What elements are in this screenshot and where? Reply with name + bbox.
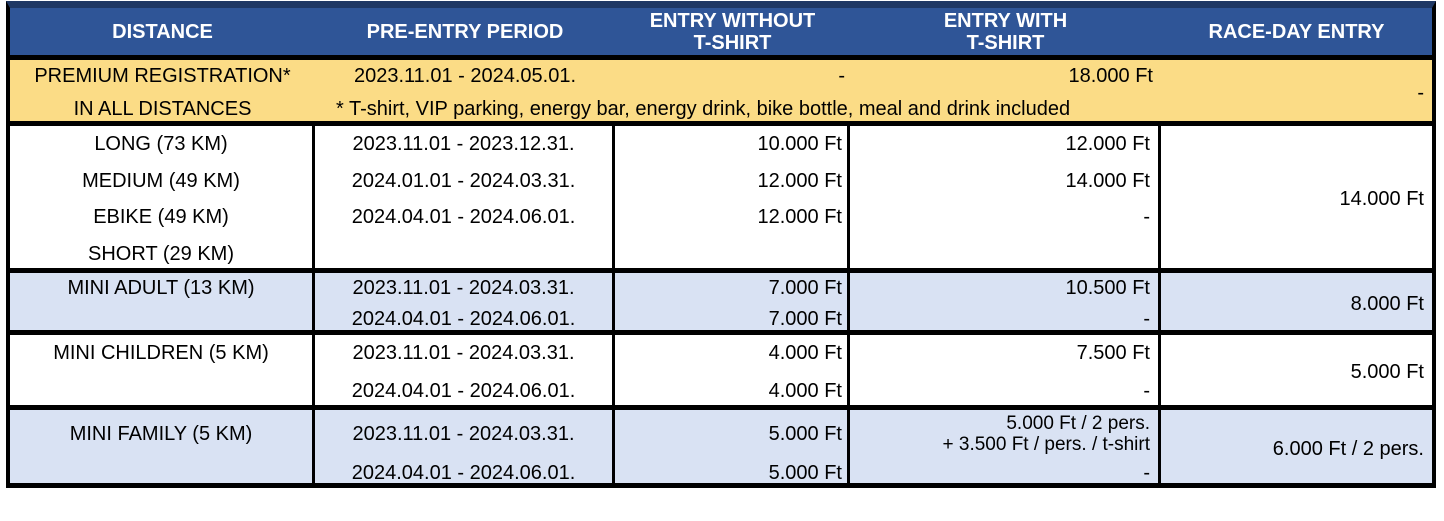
header-race-day-entry: RACE-DAY ENTRY xyxy=(1208,20,1385,43)
period-column: 2023.11.01 - 2024.03.31. 2024.04.01 - 20… xyxy=(315,273,615,335)
price-value: 12.000 Ft xyxy=(1065,132,1150,155)
distance-label: LONG (73 KM) xyxy=(94,132,228,155)
price-value: - xyxy=(1143,206,1150,229)
race-day-column: 5.000 Ft xyxy=(1161,335,1432,410)
price-value: 7.000 Ft xyxy=(768,277,842,299)
distance-label: MINI FAMILY (5 KM) xyxy=(69,422,253,445)
header-row: DISTANCE PRE-ENTRY PERIOD ENTRY WITHOUT … xyxy=(10,8,1432,55)
distance-label: MINI CHILDREN (5 KM) xyxy=(53,342,269,365)
price-value: 7.000 Ft xyxy=(768,308,842,330)
premium-price-without-tshirt: - xyxy=(838,65,845,87)
section-long-medium-ebike-short: LONG (73 KM) MEDIUM (49 KM) EBIKE (49 KM… xyxy=(10,121,1432,273)
period-value: 2024.01.01 - 2024.03.31. xyxy=(351,169,576,192)
price-value: 5.000 Ft xyxy=(768,461,842,484)
header-entry-with-tshirt: ENTRY WITH T-SHIRT xyxy=(943,9,1068,54)
price-value: 12.000 Ft xyxy=(757,169,842,192)
section-mini-adult: MINI ADULT (13 KM) 2023.11.01 - 2024.03.… xyxy=(10,268,1432,335)
race-day-price: 8.000 Ft xyxy=(1350,292,1424,315)
price-value: 7.500 Ft xyxy=(1076,342,1150,365)
price-value: - xyxy=(1143,379,1150,402)
distance-label: EBIKE (49 KM) xyxy=(93,206,229,229)
premium-note: * T-shirt, VIP parking, energy bar, ener… xyxy=(336,98,1071,120)
distance-label: MINI ADULT (13 KM) xyxy=(67,277,255,299)
distance-column: MINI FAMILY (5 KM) xyxy=(10,410,315,488)
price-with-tshirt-column: 5.000 Ft / 2 pers. + 3.500 Ft / pers. / … xyxy=(850,410,1161,488)
price-value: 4.000 Ft xyxy=(768,379,842,402)
premium-registration-section: PREMIUM REGISTRATION* 2023.11.01 - 2024.… xyxy=(10,55,1432,121)
header-distance: DISTANCE xyxy=(112,20,213,43)
race-day-column: 14.000 Ft xyxy=(1161,126,1432,273)
price-value: 5.000 Ft / 2 pers. + 3.500 Ft / pers. / … xyxy=(942,413,1151,455)
race-day-price: 14.000 Ft xyxy=(1339,188,1424,210)
header-entry-without-tshirt: ENTRY WITHOUT T-SHIRT xyxy=(649,9,816,54)
section-mini-children: MINI CHILDREN (5 KM) 2023.11.01 - 2024.0… xyxy=(10,330,1432,410)
period-column: 2023.11.01 - 2024.03.31. 2024.04.01 - 20… xyxy=(315,410,615,488)
distance-column: MINI ADULT (13 KM) xyxy=(10,273,315,335)
premium-race-day-price: - xyxy=(1417,81,1424,104)
race-day-column: 8.000 Ft xyxy=(1161,273,1432,335)
distance-column: LONG (73 KM) MEDIUM (49 KM) EBIKE (49 KM… xyxy=(10,126,315,273)
empty-cell xyxy=(10,458,312,488)
race-pricing-table: DISTANCE PRE-ENTRY PERIOD ENTRY WITHOUT … xyxy=(6,1,1436,488)
price-value: - xyxy=(1143,308,1150,330)
premium-title: PREMIUM REGISTRATION* xyxy=(34,65,291,87)
price-without-tshirt-column: 7.000 Ft 7.000 Ft xyxy=(615,273,850,335)
distance-label: MEDIUM (49 KM) xyxy=(82,169,240,192)
period-value: 2024.04.01 - 2024.06.01. xyxy=(351,308,576,330)
price-with-tshirt-column: 7.500 Ft - xyxy=(850,335,1161,410)
period-value: 2024.04.01 - 2024.06.01. xyxy=(351,379,576,402)
section-mini-family: MINI FAMILY (5 KM) 2023.11.01 - 2024.03.… xyxy=(10,405,1432,488)
race-day-price: 6.000 Ft / 2 pers. xyxy=(1272,437,1424,460)
period-value: 2023.11.01 - 2024.03.31. xyxy=(352,422,575,445)
race-day-price: 5.000 Ft xyxy=(1350,361,1424,383)
premium-price-with-tshirt: 18.000 Ft xyxy=(1068,65,1153,87)
period-value: 2024.04.01 - 2024.06.01. xyxy=(351,206,576,229)
price-without-tshirt-column: 10.000 Ft 12.000 Ft 12.000 Ft xyxy=(615,126,850,273)
period-value: 2023.11.01 - 2023.12.31. xyxy=(352,132,575,155)
price-value: 10.500 Ft xyxy=(1065,277,1150,299)
premium-period: 2023.11.01 - 2024.05.01. xyxy=(353,65,577,87)
price-value: - xyxy=(1143,461,1150,484)
distance-column: MINI CHILDREN (5 KM) xyxy=(10,335,315,410)
race-day-column: 6.000 Ft / 2 pers. xyxy=(1161,410,1432,488)
period-column: 2023.11.01 - 2023.12.31. 2024.01.01 - 20… xyxy=(315,126,615,273)
premium-subtitle: IN ALL DISTANCES xyxy=(73,98,252,120)
price-value: 10.000 Ft xyxy=(757,132,842,155)
price-value: 5.000 Ft xyxy=(768,422,842,445)
price-value: 12.000 Ft xyxy=(757,206,842,229)
price-value: 4.000 Ft xyxy=(768,342,842,365)
period-value: 2023.11.01 - 2024.03.31. xyxy=(352,342,575,365)
header-pre-entry-period: PRE-ENTRY PERIOD xyxy=(366,20,564,43)
price-without-tshirt-column: 5.000 Ft 5.000 Ft xyxy=(615,410,850,488)
period-column: 2023.11.01 - 2024.03.31. 2024.04.01 - 20… xyxy=(315,335,615,410)
period-value: 2023.11.01 - 2024.03.31. xyxy=(352,277,575,299)
price-with-tshirt-column: 10.500 Ft - xyxy=(850,273,1161,335)
price-without-tshirt-column: 4.000 Ft 4.000 Ft xyxy=(615,335,850,410)
price-value: 14.000 Ft xyxy=(1065,169,1150,192)
period-value: 2024.04.01 - 2024.06.01. xyxy=(351,461,576,484)
price-with-tshirt-column: 12.000 Ft 14.000 Ft - xyxy=(850,126,1161,273)
distance-label: SHORT (29 KM) xyxy=(88,243,234,266)
